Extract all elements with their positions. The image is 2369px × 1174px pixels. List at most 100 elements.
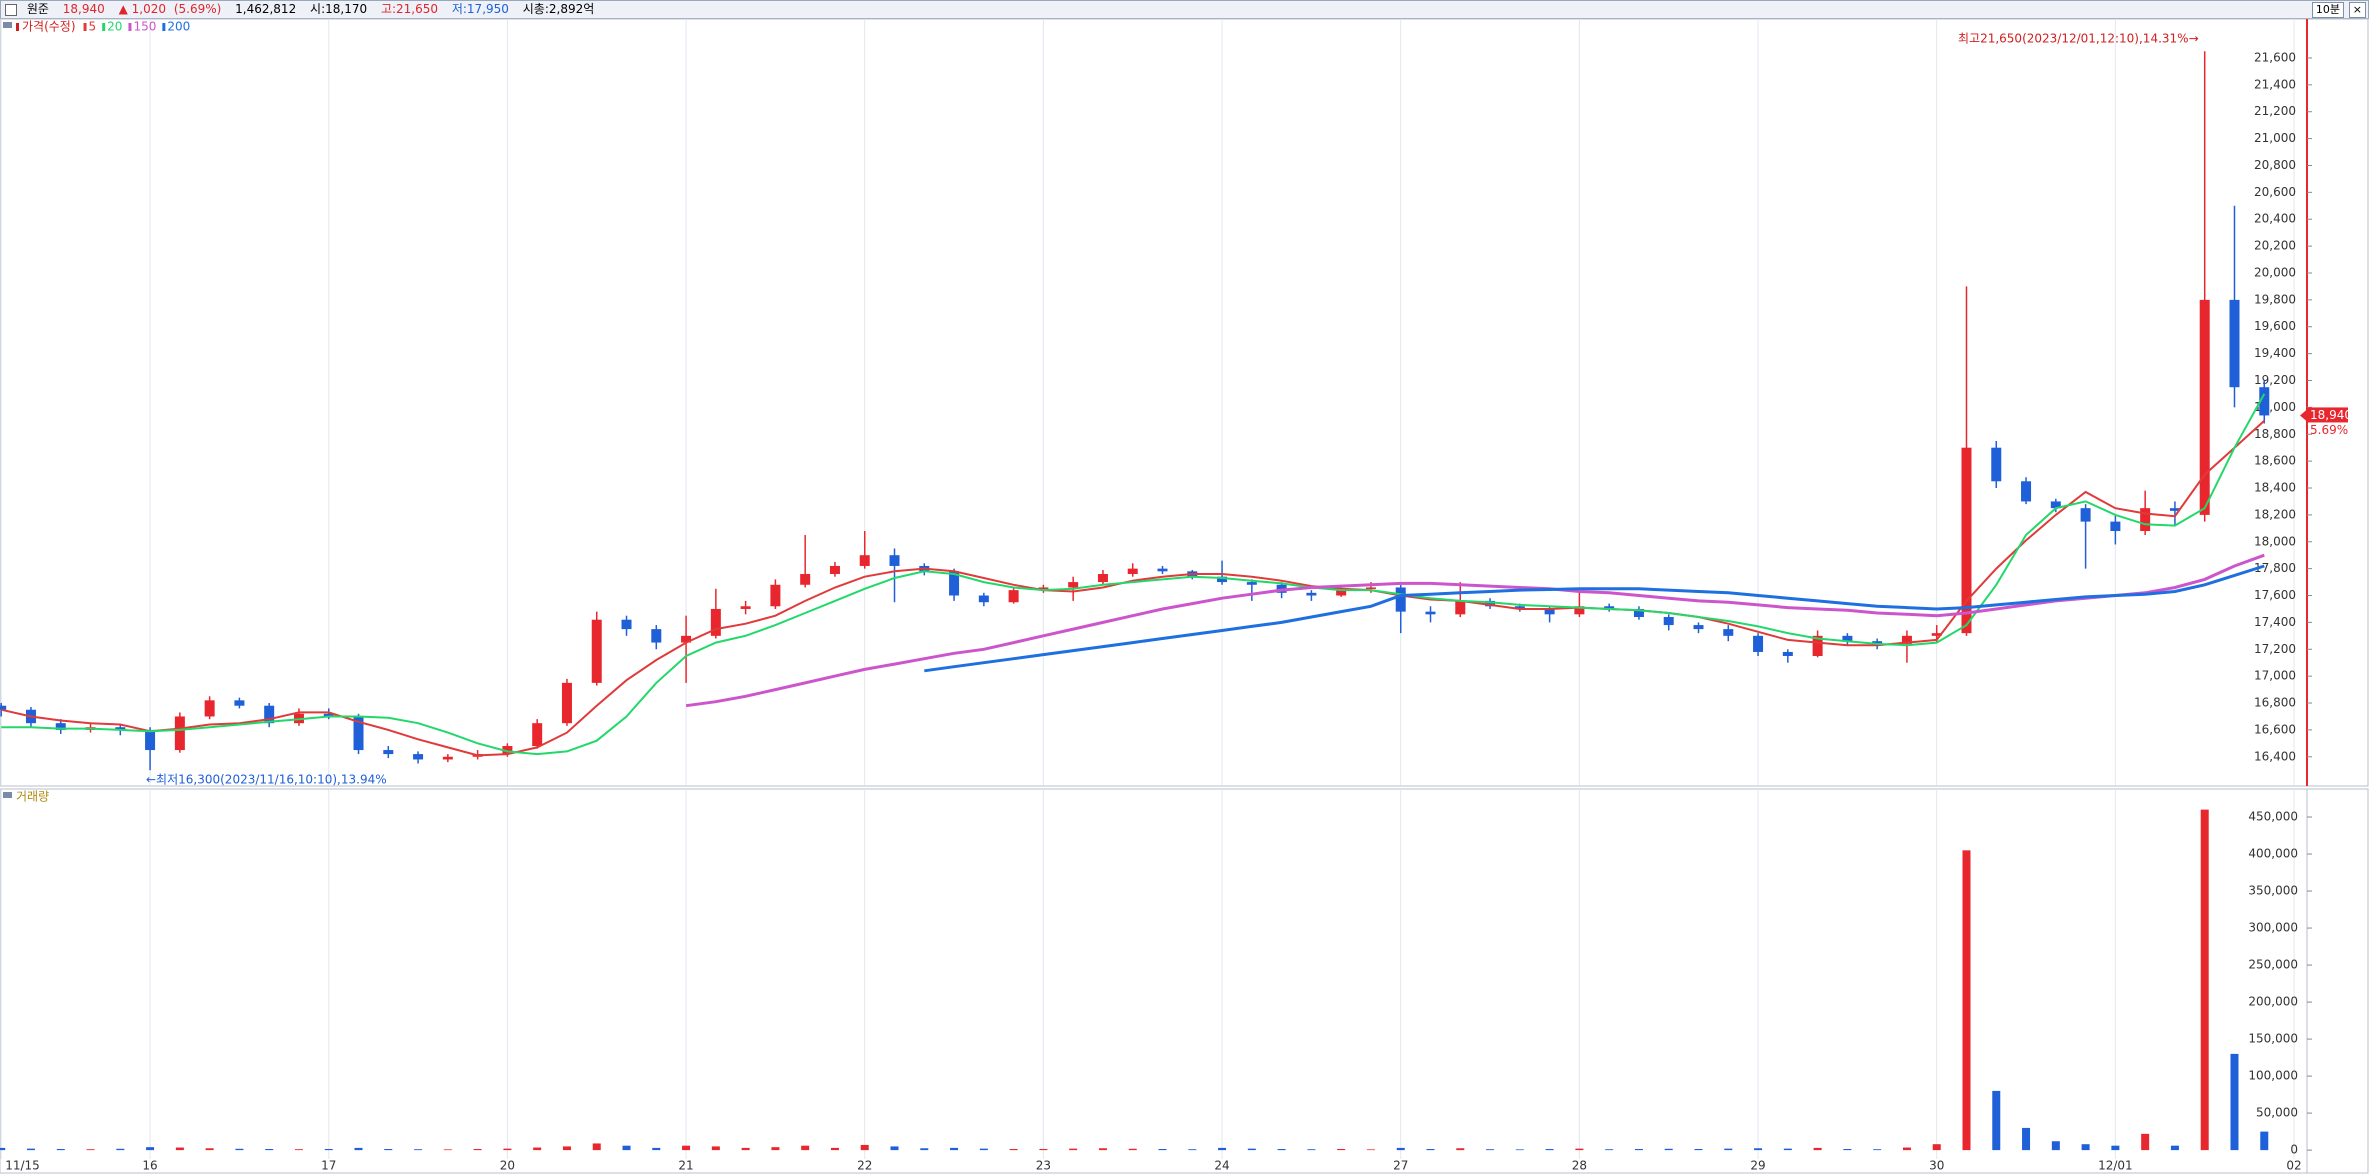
x-tick-label: 22 xyxy=(857,1159,872,1173)
candle-body xyxy=(1812,635,1823,656)
x-tick-label: 24 xyxy=(1214,1159,1229,1173)
volume-bar xyxy=(235,1148,244,1151)
volume-bar xyxy=(2141,1133,2150,1151)
y-tick-label: 300,000 xyxy=(2248,921,2298,935)
interval-button[interactable]: 10분 xyxy=(2311,2,2344,18)
x-tick-label: 16 xyxy=(142,1159,157,1173)
volume: 1,462,812 xyxy=(235,2,297,16)
y-tick-label: 20,800 xyxy=(2254,158,2296,172)
y-tick-label: 350,000 xyxy=(2248,884,2298,898)
volume-bar xyxy=(801,1145,810,1151)
ma-line xyxy=(0,420,2265,757)
legend-entry: 20 xyxy=(107,20,122,34)
volume-bar xyxy=(1098,1148,1107,1151)
volume-bar xyxy=(2081,1144,2090,1151)
candle-body xyxy=(1961,447,1972,634)
volume-bar xyxy=(0,1147,6,1151)
candle-body xyxy=(55,723,66,730)
y-tick-label: 17,400 xyxy=(2254,615,2296,629)
volume-bar xyxy=(1783,1148,1792,1151)
candle-body xyxy=(1782,651,1793,656)
candle-body xyxy=(1008,590,1019,603)
volume-panel-frame xyxy=(0,788,2369,1174)
candle-body xyxy=(859,555,870,566)
candle-body xyxy=(234,700,245,706)
y-tick-label: 200,000 xyxy=(2248,995,2298,1009)
legend-title: 가격(수정) xyxy=(22,20,76,34)
y-tick-label: 18,200 xyxy=(2254,507,2296,521)
last-price: 18,940 xyxy=(2310,408,2352,422)
candle-body xyxy=(1991,447,2002,482)
candle-body xyxy=(2169,508,2180,511)
volume-bar xyxy=(1396,1147,1405,1151)
y-tick-label: 450,000 xyxy=(2248,810,2298,824)
y-tick-label: 400,000 xyxy=(2248,847,2298,861)
y-tick-label: 21,600 xyxy=(2254,50,2296,64)
ma-line xyxy=(924,564,2265,673)
x-tick-label: 29 xyxy=(1750,1159,1765,1173)
candle-body xyxy=(502,746,513,755)
volume-bar xyxy=(1902,1147,1911,1151)
legend-swatch xyxy=(83,23,87,31)
volume-bar xyxy=(741,1147,750,1151)
y-tick-label: 0 xyxy=(2290,1143,2298,1157)
ma-line xyxy=(685,553,2265,708)
y-tick-label: 18,600 xyxy=(2254,454,2296,468)
legend-swatch xyxy=(16,23,19,31)
candle-body xyxy=(1485,600,1496,607)
y-tick-label: 17,000 xyxy=(2254,669,2296,683)
candle-body xyxy=(353,716,364,751)
volume-bar xyxy=(1366,1149,1375,1151)
volume-bar xyxy=(86,1149,95,1151)
candle-body xyxy=(1068,582,1079,588)
legend-entry: 200 xyxy=(167,20,190,34)
candle-body xyxy=(413,754,424,760)
y-tick-label: 17,800 xyxy=(2254,561,2296,575)
volume-bar xyxy=(503,1148,512,1151)
candle-body xyxy=(1842,635,1853,642)
candle-body xyxy=(2050,501,2061,509)
volume-bar xyxy=(324,1149,333,1151)
checkbox[interactable] xyxy=(5,4,17,16)
y-tick-label: 16,600 xyxy=(2254,722,2296,736)
volume-bar xyxy=(1724,1148,1733,1151)
high: 고:21,650 xyxy=(380,2,439,16)
y-tick-label: 18,000 xyxy=(2254,534,2296,548)
candle-body xyxy=(710,608,721,636)
volume-bar xyxy=(1307,1149,1316,1151)
candle-body xyxy=(1097,574,1108,583)
candle-body xyxy=(740,606,751,609)
volume-bar xyxy=(1873,1149,1882,1151)
volume-bar xyxy=(146,1147,155,1151)
y-tick-label: 20,400 xyxy=(2254,212,2296,226)
x-tick-label: 23 xyxy=(1036,1159,1051,1173)
candle-body xyxy=(681,635,692,643)
legend-swatch xyxy=(162,23,166,31)
y-tick-label: 21,200 xyxy=(2254,104,2296,118)
candle-body xyxy=(115,727,126,730)
volume-bar xyxy=(950,1147,959,1151)
volume-bar xyxy=(890,1146,899,1151)
panel-icon xyxy=(3,792,12,798)
candle-body xyxy=(383,750,394,755)
volume-bar xyxy=(1158,1149,1167,1151)
volume-bar xyxy=(265,1149,274,1151)
candle-body xyxy=(2110,521,2121,532)
y-tick-label: 21,000 xyxy=(2254,131,2296,145)
candle-body xyxy=(1306,592,1317,596)
volume-bar xyxy=(2260,1131,2269,1151)
candle-body xyxy=(264,705,275,724)
close-button[interactable]: × xyxy=(2348,2,2366,18)
volume-bar xyxy=(1069,1148,1078,1151)
candle-body xyxy=(442,756,453,760)
y-tick-label: 21,400 xyxy=(2254,77,2296,91)
candle-body xyxy=(2229,299,2240,388)
candle-body xyxy=(323,713,334,717)
volume-bar xyxy=(2170,1145,2179,1151)
volume-bar xyxy=(711,1146,720,1151)
volume-bar xyxy=(1605,1149,1614,1151)
candle-body xyxy=(1544,608,1555,615)
legend-swatch xyxy=(102,23,106,31)
volume-bar xyxy=(682,1145,691,1151)
candle-body xyxy=(1217,576,1228,583)
